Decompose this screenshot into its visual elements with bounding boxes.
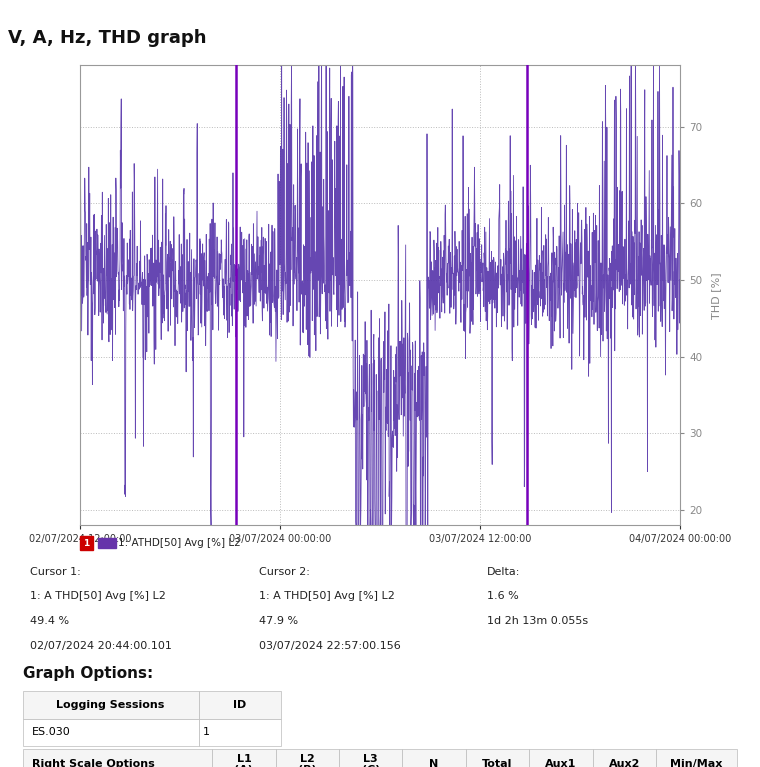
Text: 1.6 %: 1.6 % — [487, 591, 519, 601]
Y-axis label: THD [%]: THD [%] — [711, 272, 720, 318]
Text: V, A, Hz, THD graph: V, A, Hz, THD graph — [8, 29, 206, 48]
Text: Cursor 2:: Cursor 2: — [258, 567, 309, 577]
Text: 1: A THD[50] Avg [%] L2: 1: A THD[50] Avg [%] L2 — [258, 591, 394, 601]
Text: Cursor 1:: Cursor 1: — [30, 567, 81, 577]
Text: 1: ATHD[50] Avg [%] L2: 1: ATHD[50] Avg [%] L2 — [118, 538, 240, 548]
Text: 47.9 %: 47.9 % — [258, 616, 298, 626]
Text: 02/07/2024 20:44:00.101: 02/07/2024 20:44:00.101 — [30, 640, 172, 650]
Text: 03/07/2024 22:57:00.156: 03/07/2024 22:57:00.156 — [258, 640, 401, 650]
Text: Graph Options:: Graph Options: — [23, 666, 153, 681]
Text: 1d 2h 13m 0.055s: 1d 2h 13m 0.055s — [487, 616, 588, 626]
Bar — [80, 536, 93, 550]
Text: Delta:: Delta: — [487, 567, 521, 577]
Text: 1: 1 — [84, 538, 90, 548]
Text: 1: A THD[50] Avg [%] L2: 1: A THD[50] Avg [%] L2 — [30, 591, 166, 601]
Bar — [98, 538, 116, 548]
Text: 49.4 %: 49.4 % — [30, 616, 69, 626]
